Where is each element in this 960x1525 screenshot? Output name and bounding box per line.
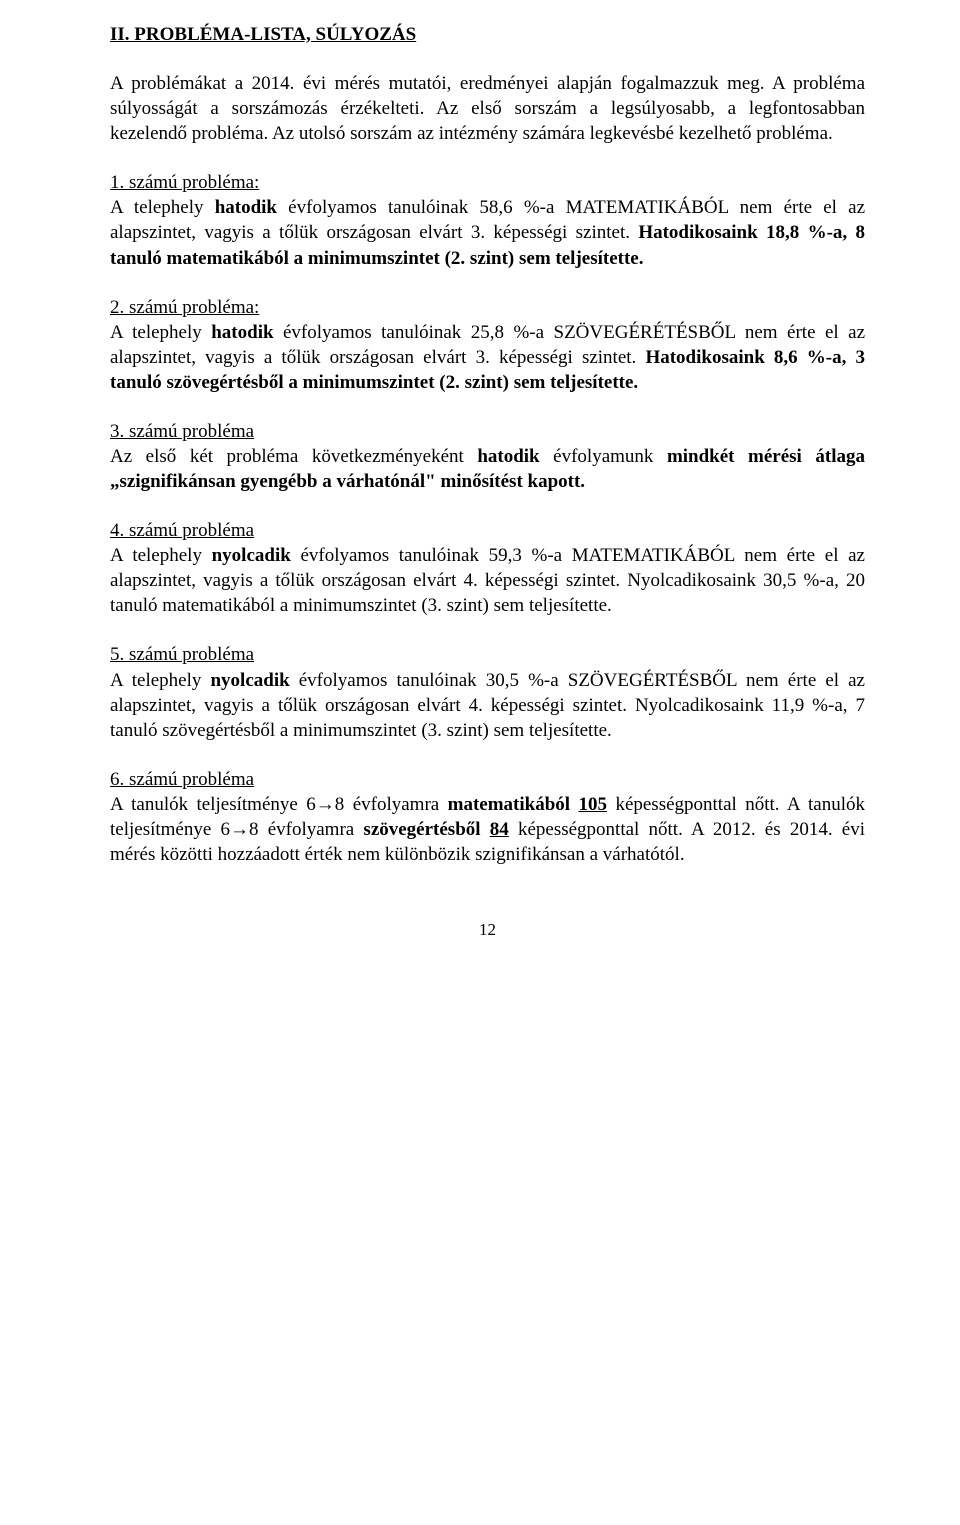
problem-3: 3. számú probléma Az első két probléma k… (110, 419, 865, 494)
problem-6-text-b: 8 évfolyamra (335, 794, 448, 815)
section-title: II. PROBLÉMA-LISTA, SÚLYOZÁS (110, 22, 865, 47)
problem-5-text-a: A telephely (110, 670, 210, 691)
problem-6-text-a: A tanulók teljesítménye 6 (110, 794, 316, 815)
problem-3-text-a: Az első két probléma következményeként (110, 446, 477, 467)
problem-2-bold-1: hatodik (211, 322, 273, 343)
problem-3-text-b: évfolyamunk (540, 446, 667, 467)
problem-6-text-c (570, 794, 578, 815)
problem-5: 5. számú probléma A telephely nyolcadik … (110, 642, 865, 742)
problem-3-heading: 3. számú probléma (110, 421, 254, 442)
problem-3-bold-1: hatodik (477, 446, 539, 467)
problem-6-heading: 6. számú probléma (110, 769, 254, 790)
problem-2-heading: 2. számú probléma: (110, 297, 259, 318)
problem-4-bold-1: nyolcadik (212, 545, 291, 566)
problem-4-text-a: A telephely (110, 545, 212, 566)
problem-2-text-a: A telephely (110, 322, 211, 343)
intro-paragraph: A problémákat a 2014. évi mérés mutatói,… (110, 71, 865, 146)
problem-5-heading: 5. számú probléma (110, 644, 254, 665)
problem-2: 2. számú probléma: A telephely hatodik é… (110, 295, 865, 395)
arrow-icon: → (316, 794, 335, 815)
problem-1-heading: 1. számú probléma: (110, 172, 259, 193)
problem-6-bold-2: szövegértésből (363, 819, 480, 840)
problem-6-text-e: 8 évfolyamra (249, 819, 363, 840)
problem-1-text-a: A telephely (110, 197, 215, 218)
problem-6-text-f (481, 819, 490, 840)
problem-6: 6. számú probléma A tanulók teljesítmény… (110, 767, 865, 867)
page-number: 12 (110, 919, 865, 941)
problem-4-heading: 4. számú probléma (110, 520, 254, 541)
problem-6-bold-underline-2: 84 (490, 819, 509, 840)
problem-6-bold-1: matematikából (448, 794, 570, 815)
problem-6-bold-underline-1: 105 (579, 794, 608, 815)
arrow-icon: → (230, 819, 249, 840)
problem-1: 1. számú probléma: A telephely hatodik é… (110, 170, 865, 270)
problem-1-bold-1: hatodik (215, 197, 277, 218)
problem-4: 4. számú probléma A telephely nyolcadik … (110, 518, 865, 618)
problem-5-bold-1: nyolcadik (210, 670, 289, 691)
